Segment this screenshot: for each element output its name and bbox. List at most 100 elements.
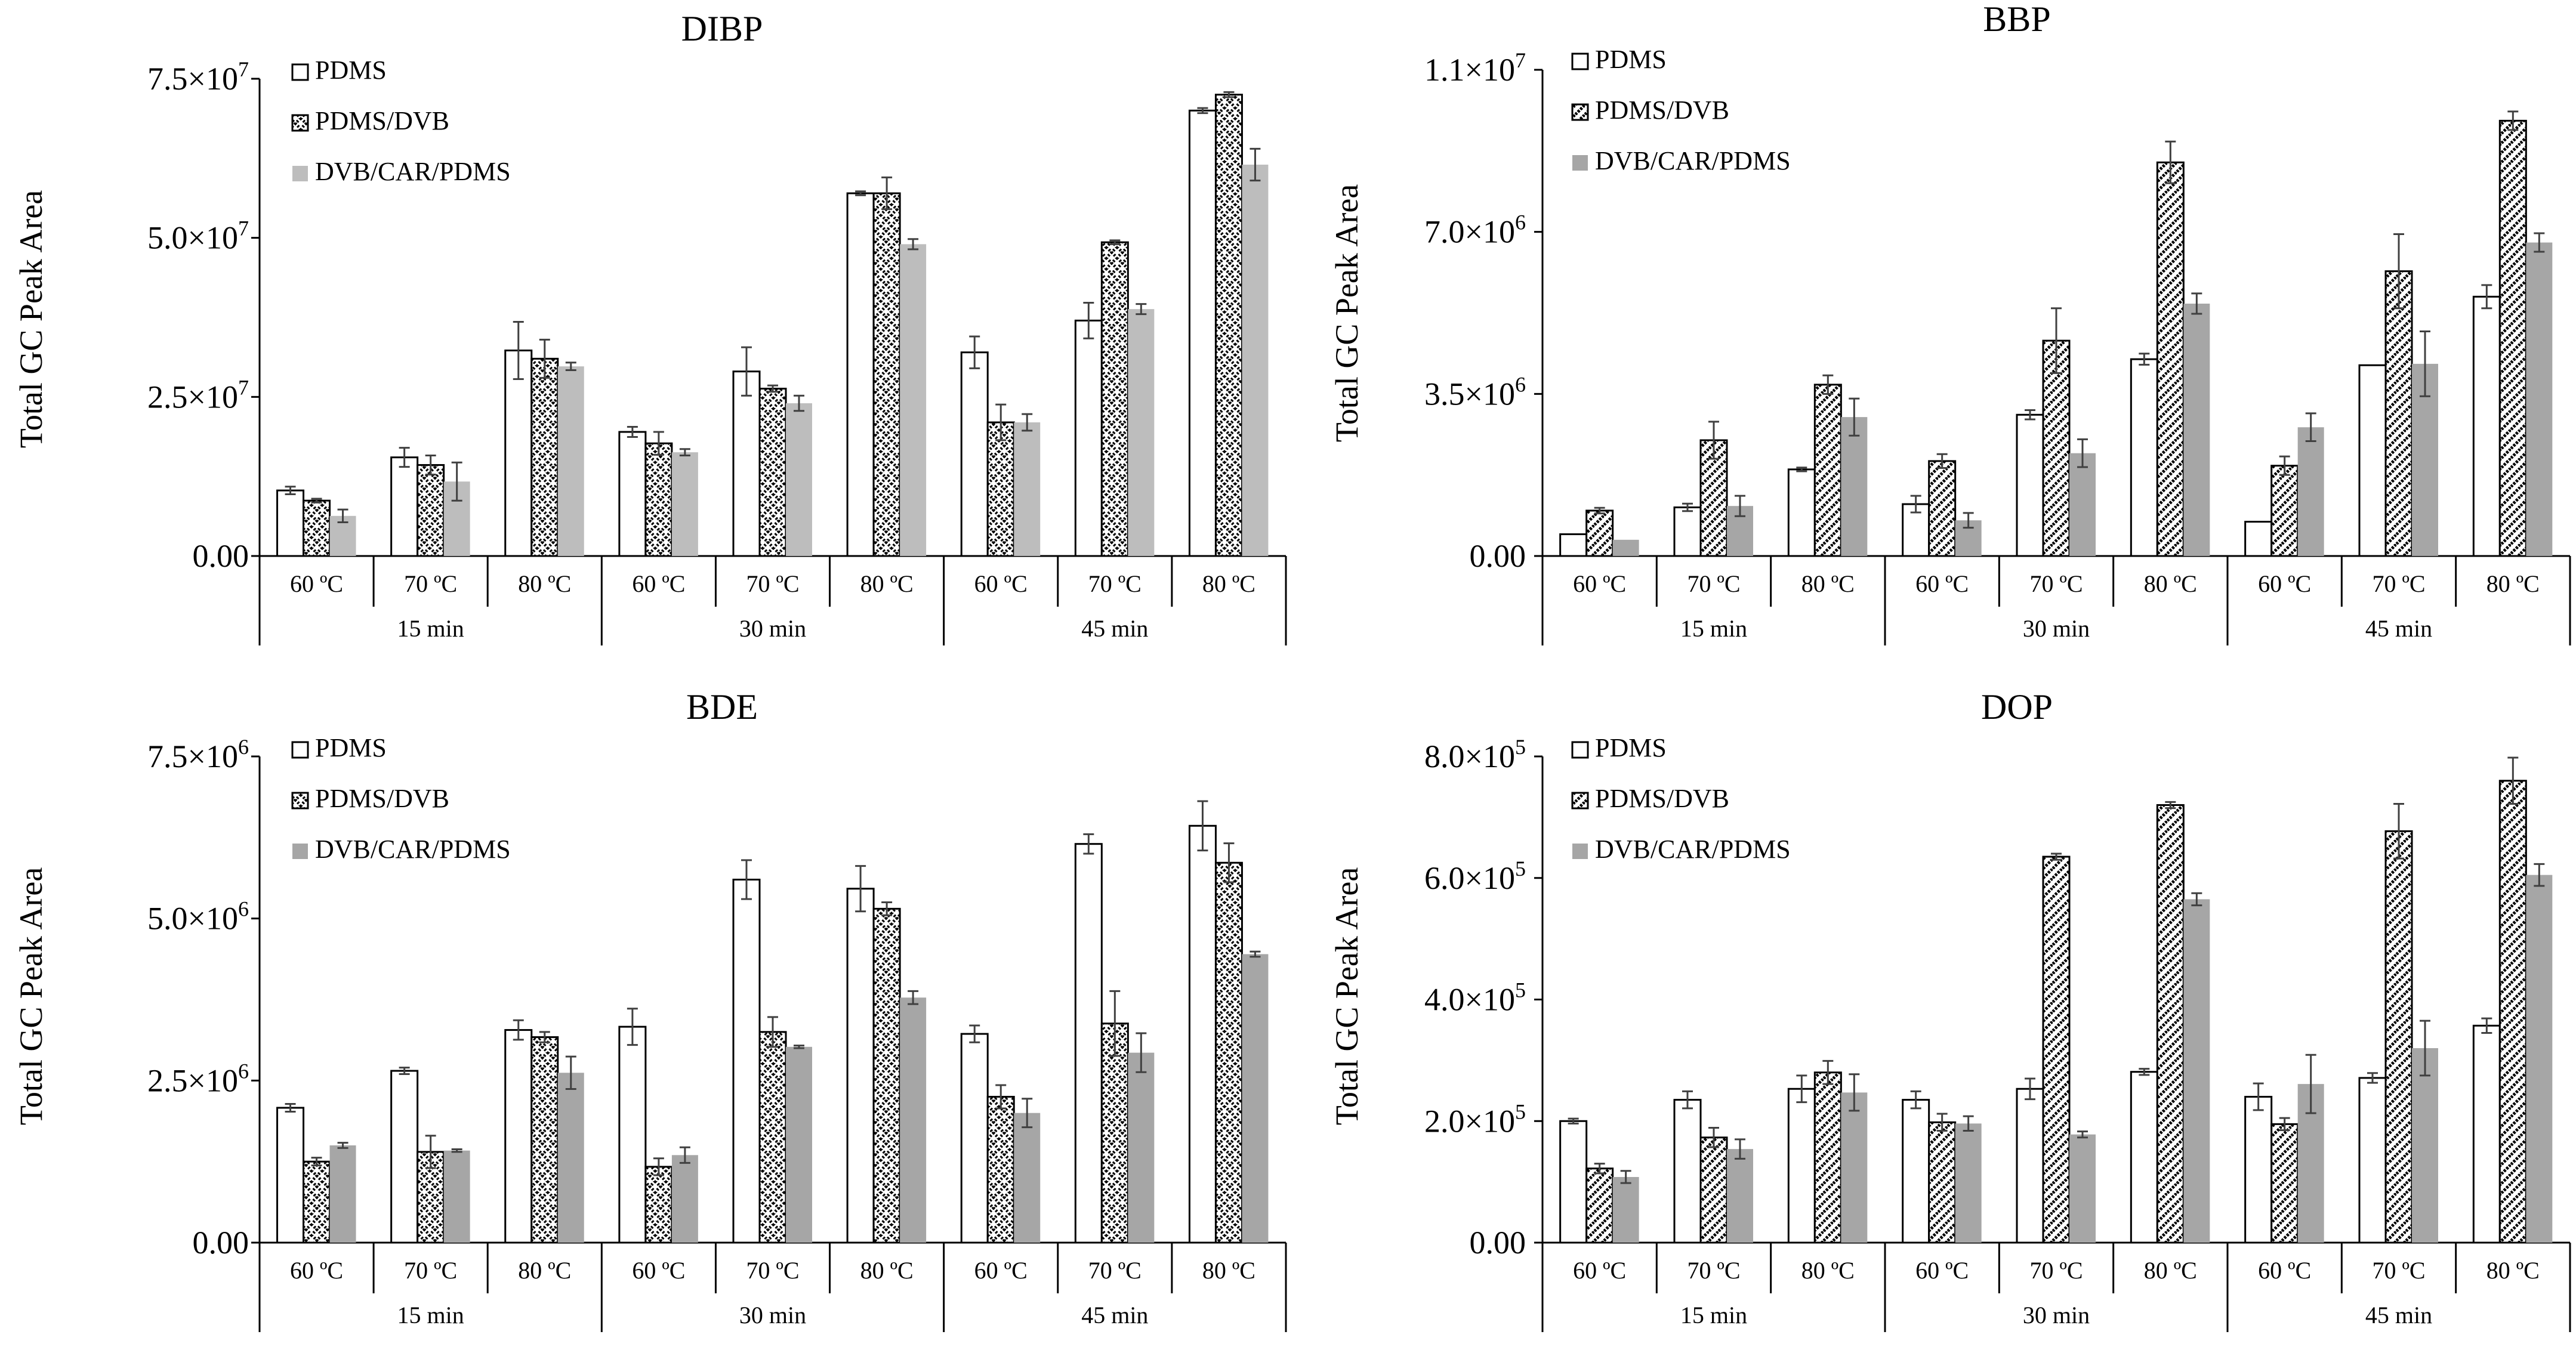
bar-dvb-car-pdms — [1242, 954, 1269, 1243]
chart-title: BBP — [1983, 0, 2050, 39]
bar-dvb-car-pdms — [786, 1046, 812, 1243]
legend-swatch — [291, 63, 309, 81]
x-category-label: 60 ºC — [2258, 1257, 2311, 1284]
bar-pdms-dvb — [303, 1160, 331, 1244]
legend-label: PDMS — [1595, 45, 1667, 74]
x-category-label: 80 ºC — [860, 570, 914, 597]
x-category-label: 80 ºC — [1202, 1257, 1255, 1284]
x-category-label: 80 ºC — [860, 1257, 914, 1284]
x-category-label: 60 ºC — [2258, 570, 2311, 597]
x-group-label: 15 min — [397, 1302, 464, 1329]
bar-dvb-car-pdms — [2526, 875, 2553, 1243]
bar-pdms — [2472, 1024, 2501, 1244]
legend-swatch — [292, 166, 308, 181]
bar-pdms-dvb — [1214, 861, 1243, 1244]
legend-swatch — [1572, 844, 1588, 859]
x-group-label: 45 min — [2365, 1302, 2432, 1329]
bar-pdms-dvb — [2384, 270, 2413, 557]
y-axis-label: Total GC Peak Area — [1329, 867, 1365, 1126]
bar-dvb-car-pdms — [1612, 539, 1639, 556]
x-category-label: 80 ºC — [518, 570, 571, 597]
x-category-label: 70 ºC — [404, 570, 457, 597]
bar-pdms — [618, 1025, 647, 1244]
bar-pdms-dvb — [2384, 830, 2413, 1244]
x-group-label: 30 min — [739, 1302, 806, 1329]
y-tick-label: 2.5×107 — [147, 375, 249, 415]
y-tick-label: 5.0×107 — [147, 217, 249, 256]
legend-label: PDMS/DVB — [315, 106, 449, 135]
bar-dvb-car-pdms — [900, 997, 927, 1243]
y-tick-label: 0.00 — [1470, 1225, 1526, 1261]
bar-pdms-dvb — [1100, 241, 1129, 557]
x-category-label: 60 ºC — [290, 1257, 343, 1284]
bar-pdms-dvb — [1585, 1167, 1614, 1244]
bar-pdms-dvb — [2156, 161, 2185, 557]
bar-pdms — [1559, 1120, 1588, 1244]
bar-pdms — [960, 351, 989, 557]
legend-label: PDMS/DVB — [1595, 784, 1729, 813]
x-category-label: 80 ºC — [518, 1257, 571, 1284]
bar-pdms — [1787, 1088, 1816, 1244]
bar-dvb-car-pdms — [2526, 242, 2553, 556]
bar-dvb-car-pdms — [443, 1150, 470, 1243]
y-tick-label: 5.0×106 — [147, 897, 249, 937]
bar-pdms-dvb — [1813, 384, 1842, 557]
x-category-label: 70 ºC — [2029, 1257, 2083, 1284]
y-tick-label: 7.5×107 — [147, 57, 249, 97]
bar-pdms-dvb — [303, 499, 331, 557]
x-group-label: 45 min — [1081, 1302, 1148, 1329]
bar-pdms — [1188, 824, 1217, 1244]
bar-dvb-car-pdms — [1612, 1176, 1639, 1243]
bar-pdms-dvb — [644, 442, 673, 557]
x-group-label: 15 min — [1680, 1302, 1747, 1329]
legend-swatch — [291, 792, 309, 810]
x-group-label: 45 min — [1081, 615, 1148, 642]
x-category-label: 70 ºC — [746, 570, 799, 597]
y-tick-label: 2.0×105 — [1424, 1099, 1526, 1139]
bar-dvb-car-pdms — [1014, 1113, 1041, 1243]
x-group-label: 15 min — [397, 615, 464, 642]
bar-dvb-car-pdms — [1841, 1092, 1868, 1243]
legend-label: DVB/CAR/PDMS — [315, 157, 511, 186]
bar-pdms-dvb — [986, 421, 1015, 557]
bar-pdms-dvb — [2270, 1123, 2299, 1244]
bar-pdms — [2244, 1096, 2273, 1244]
x-category-label: 60 ºC — [290, 570, 343, 597]
bar-pdms-dvb — [1813, 1071, 1842, 1244]
x-category-label: 60 ºC — [1573, 1257, 1626, 1284]
bar-dvb-car-pdms — [557, 366, 584, 556]
bar-dvb-car-pdms — [2297, 427, 2324, 556]
x-category-label: 70 ºC — [2029, 570, 2083, 597]
bar-pdms — [732, 878, 761, 1244]
bar-dvb-car-pdms — [1242, 165, 1269, 556]
x-category-label: 60 ºC — [632, 1257, 685, 1284]
legend-swatch — [1572, 155, 1588, 171]
legend-swatch — [1571, 103, 1589, 121]
bar-pdms — [1902, 1099, 1930, 1244]
legend-swatch — [1571, 792, 1589, 810]
y-tick-label: 7.5×106 — [147, 735, 249, 774]
x-category-label: 80 ºC — [2486, 1257, 2540, 1284]
y-tick-label: 1.1×107 — [1424, 48, 1526, 88]
bar-dvb-car-pdms — [786, 403, 812, 556]
bar-pdms-dvb — [758, 387, 787, 557]
bar-pdms — [2358, 1077, 2387, 1244]
x-category-label: 60 ºC — [1915, 1257, 1969, 1284]
chart-title: DIBP — [681, 9, 763, 48]
bar-pdms-dvb — [1928, 460, 1957, 557]
bar-dvb-car-pdms — [1841, 417, 1868, 556]
y-tick-label: 4.0×105 — [1424, 978, 1526, 1018]
bar-pdms — [390, 456, 419, 557]
bar-pdms — [1188, 109, 1217, 557]
bar-pdms-dvb — [1214, 94, 1243, 557]
bar-dvb-car-pdms — [671, 452, 698, 556]
bar-pdms-dvb — [1928, 1121, 1957, 1244]
bar-pdms-dvb — [2498, 780, 2527, 1244]
bar-pdms-dvb — [1100, 1022, 1129, 1244]
x-category-label: 60 ºC — [974, 1257, 1028, 1284]
bar-pdms — [504, 349, 533, 557]
bar-pdms — [2130, 1071, 2158, 1244]
x-category-label: 80 ºC — [1202, 570, 1255, 597]
x-group-label: 30 min — [2023, 615, 2090, 642]
